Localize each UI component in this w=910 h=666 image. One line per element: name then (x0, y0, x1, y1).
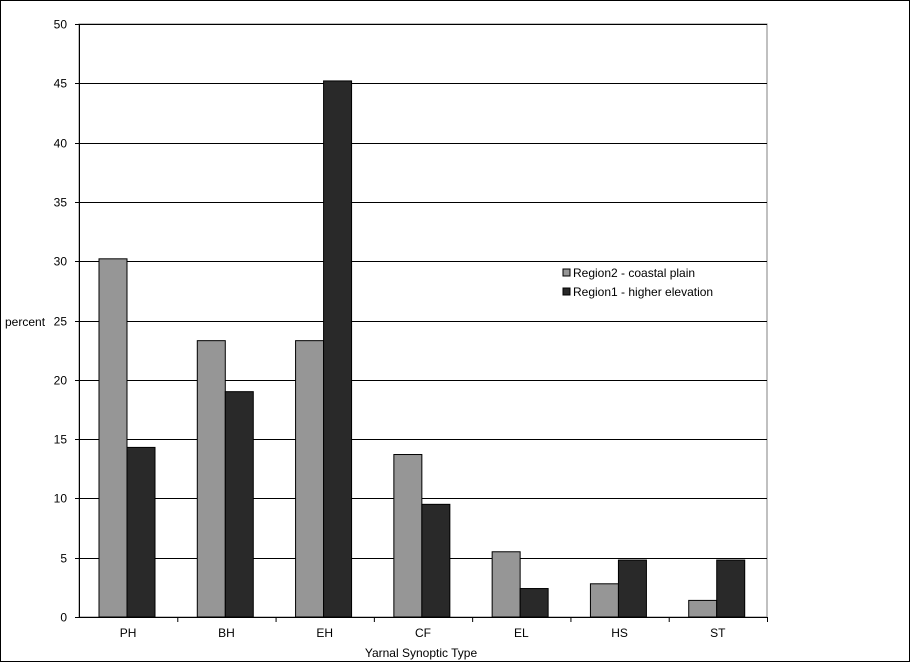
legend-swatch-1 (562, 268, 571, 277)
legend-label-2: Region1 - higher elevation (573, 285, 713, 299)
y-tick-label: 30 (54, 255, 68, 269)
legend: Region2 - coastal plain Region1 - higher … (562, 266, 713, 299)
bar-eh-series-1 (295, 340, 325, 618)
y-tick-label: 45 (54, 77, 68, 91)
bar-st-series-2 (716, 559, 746, 618)
x-axis-label: Yarnal Synoptic Type (365, 646, 478, 660)
bar-hs-series-2 (617, 559, 647, 618)
bar-ph-series-1 (98, 258, 128, 618)
y-tick-label: 0 (60, 611, 67, 625)
y-tick-label: 5 (60, 552, 67, 566)
x-tick-label: HS (611, 626, 628, 640)
x-tick-label: EL (514, 626, 529, 640)
bar-eh-series-2 (323, 80, 353, 618)
y-tick-label: 35 (54, 196, 68, 210)
x-tick-label: CF (415, 626, 431, 640)
bar-bh-series-1 (196, 340, 226, 618)
bar-cf-series-2 (421, 503, 451, 618)
bar-el-series-2 (519, 588, 549, 618)
x-tick-label: ST (710, 626, 726, 640)
x-tick-label: PH (120, 626, 137, 640)
y-tick-label: 20 (54, 374, 68, 388)
legend-swatch-2 (562, 287, 571, 296)
y-tick-label: 40 (54, 137, 68, 151)
bar-bh-series-2 (224, 391, 254, 618)
x-tick-labels: PH BH EH CF EL HS ST (120, 626, 726, 640)
y-tick-label: 10 (54, 492, 68, 506)
y-tick-labels: 0 5 10 15 20 25 30 35 40 45 50 (54, 18, 68, 625)
y-axis-label: percent (5, 315, 46, 329)
bar-ph-series-2 (126, 446, 156, 618)
x-tick-label: EH (316, 626, 333, 640)
bar-st-series-1 (688, 599, 718, 618)
bar-el-series-1 (491, 551, 521, 618)
y-tick-label: 50 (54, 18, 68, 32)
y-tick-label: 15 (54, 433, 68, 447)
bar-cf-series-1 (393, 454, 423, 618)
bar-hs-series-1 (589, 583, 619, 618)
y-tick-label: 25 (54, 315, 68, 329)
legend-label-1: Region2 - coastal plain (573, 266, 695, 280)
axes (75, 24, 768, 622)
x-tick-label: BH (218, 626, 235, 640)
